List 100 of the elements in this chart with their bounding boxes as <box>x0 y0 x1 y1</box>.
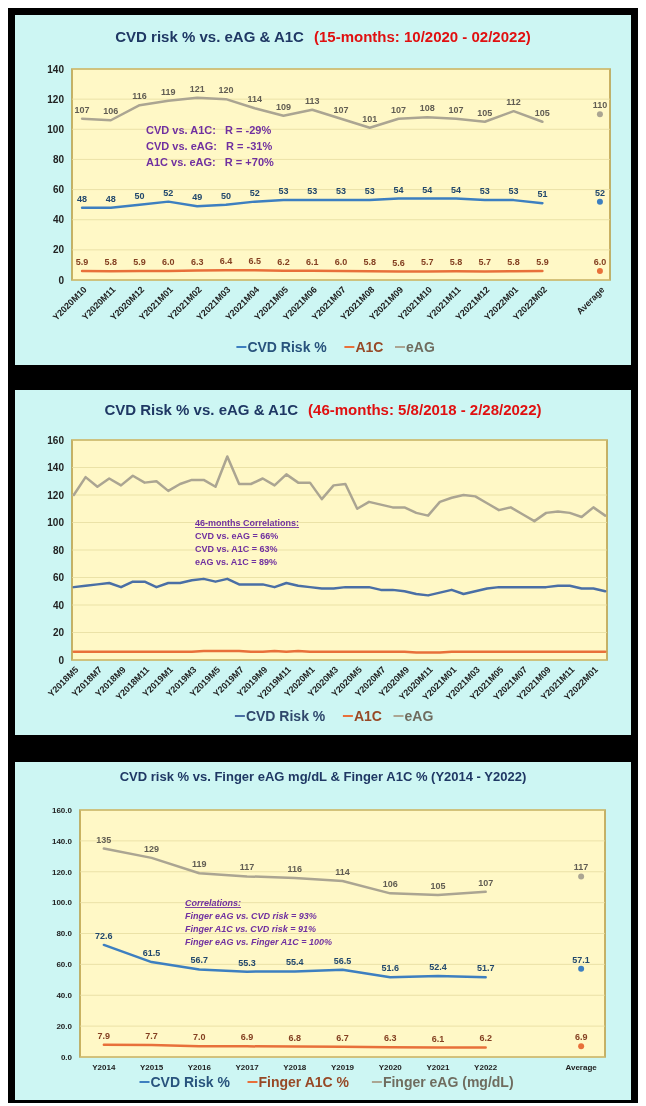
legend-label: Finger A1C % <box>258 1074 350 1090</box>
data-label: 108 <box>419 103 435 114</box>
data-label: 116 <box>132 91 147 102</box>
data-label: 6.5 <box>248 256 261 267</box>
chart-subtitle: (15-months: 10/2020 - 02/2022) <box>313 28 531 45</box>
data-label: 48 <box>77 193 88 204</box>
data-label: 53 <box>335 186 347 197</box>
data-label: 105 <box>430 880 446 891</box>
data-label: 7.0 <box>193 1032 206 1043</box>
y-tick-label: 40.0 <box>56 991 73 1001</box>
x-tick-label: Y2022 <box>474 1063 498 1072</box>
data-label: 107 <box>333 104 349 115</box>
y-tick-label: 120.0 <box>51 867 73 877</box>
y-tick-label: 80 <box>52 153 65 165</box>
data-label: 117 <box>573 862 589 873</box>
data-label: 53 <box>364 186 375 197</box>
data-label: 101 <box>362 113 378 124</box>
data-label: 7.7 <box>145 1031 158 1042</box>
annotation: Finger A1C vs. CVD risk = 91% <box>185 924 316 934</box>
legend-label: CVD Risk % <box>247 339 328 355</box>
y-tick-label: 140.0 <box>51 836 73 846</box>
annotation: Finger eAG vs. Finger A1C = 100% <box>185 937 332 947</box>
data-label: 113 <box>304 95 320 106</box>
legend-label: eAG <box>406 339 435 355</box>
legend-label: A1C <box>353 708 382 724</box>
data-label: 5.7 <box>421 257 434 268</box>
y-tick-label: 20 <box>52 627 65 638</box>
data-label: 50 <box>134 190 145 201</box>
data-label: 6.1 <box>431 1033 445 1044</box>
data-label: 121 <box>189 83 205 94</box>
x-tick-label: Average <box>565 1063 598 1072</box>
annotation: Correlations: <box>185 898 242 908</box>
data-label: 5.8 <box>104 257 118 268</box>
data-label: 52.4 <box>429 962 447 973</box>
y-tick-label: 60 <box>52 572 65 583</box>
chart-title: CVD risk % vs. eAG & A1C <box>115 28 305 45</box>
y-tick-label: 120 <box>47 489 65 501</box>
y-tick-label: 40 <box>52 599 65 611</box>
data-label: 50 <box>220 190 231 201</box>
data-label: 110 <box>592 100 608 111</box>
chart-title: CVD Risk % vs. eAG & A1C <box>104 401 299 418</box>
y-tick-label: 0.0 <box>60 1052 73 1062</box>
y-tick-label: 0 <box>58 274 65 286</box>
data-label: 107 <box>448 104 464 115</box>
data-label: 49 <box>192 192 203 203</box>
data-label: 54 <box>451 184 462 195</box>
y-tick-label: 0 <box>58 654 65 666</box>
data-label: 54 <box>393 184 404 195</box>
data-label: 6.2 <box>277 256 290 267</box>
data-label: 7.9 <box>97 1030 111 1041</box>
data-label: 52 <box>163 187 174 198</box>
y-tick-label: 100.0 <box>51 898 73 908</box>
data-label: 55.4 <box>286 957 304 968</box>
annotation: Finger eAG vs. CVD risk = 93% <box>185 911 317 921</box>
data-label: 57.1 <box>572 954 590 965</box>
data-label: 6.8 <box>288 1032 302 1043</box>
data-label: 112 <box>506 97 521 108</box>
y-tick-label: 60 <box>52 184 65 196</box>
data-label: 6.2 <box>479 1033 492 1044</box>
x-tick-label: Y2020 <box>378 1063 403 1072</box>
data-label: 5.8 <box>363 257 377 268</box>
y-tick-label: 100 <box>47 123 65 135</box>
data-label: 6.7 <box>336 1032 349 1043</box>
legend-label: eAG <box>404 708 434 724</box>
x-tick-label: Y2016 <box>187 1063 212 1072</box>
data-label: 6.3 <box>383 1033 397 1044</box>
x-tick-label: Y2015 <box>140 1063 164 1072</box>
data-label: 116 <box>287 863 303 874</box>
data-label: 5.9 <box>133 257 146 268</box>
annotation: CVD vs. A1C = 63% <box>195 544 278 554</box>
data-label: 5.7 <box>478 257 492 268</box>
data-label: 5.8 <box>507 257 520 268</box>
data-label: 5.8 <box>449 257 463 268</box>
y-tick-label: 80 <box>52 544 65 556</box>
data-label: 53 <box>307 186 318 197</box>
data-label: 56.5 <box>333 955 352 966</box>
data-label: 109 <box>275 101 291 112</box>
data-label: 54 <box>422 184 433 195</box>
data-label: 55.3 <box>238 957 256 968</box>
y-tick-label: 20 <box>52 244 65 256</box>
data-label: 6.0 <box>593 256 607 267</box>
annotation: A1C vs. eAG: R = +70% <box>146 156 274 168</box>
data-label: 51.6 <box>381 963 399 974</box>
y-tick-label: 20.0 <box>56 1021 73 1031</box>
data-label: 51.7 <box>476 963 495 974</box>
data-label: 107 <box>478 877 494 888</box>
data-label: 48 <box>105 193 116 204</box>
x-tick-label: Y2017 <box>235 1063 260 1072</box>
data-label: 6.0 <box>334 256 348 267</box>
data-label: 129 <box>144 843 160 854</box>
data-label: 114 <box>335 867 350 878</box>
data-label: 5.9 <box>75 257 89 268</box>
data-label: 53 <box>508 186 519 197</box>
data-label: 5.6 <box>392 257 405 268</box>
annotation: CVD vs. eAG = 66% <box>195 531 279 541</box>
annotation: eAG vs. A1C = 89% <box>195 557 277 567</box>
data-label: 114 <box>247 94 262 105</box>
data-label: 105 <box>534 107 550 118</box>
data-label: 52 <box>249 187 260 198</box>
data-label: 53 <box>479 186 490 197</box>
